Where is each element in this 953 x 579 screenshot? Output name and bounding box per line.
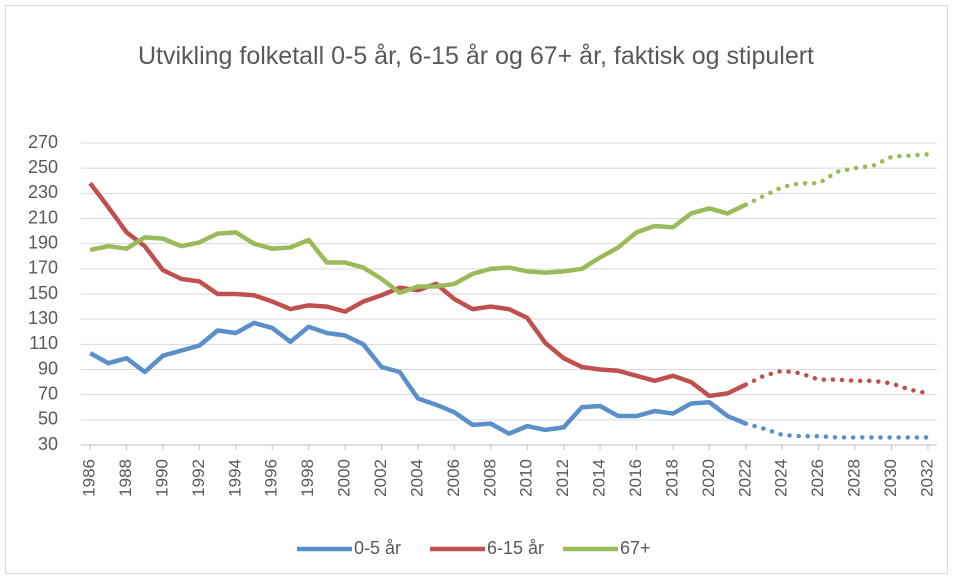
x-tick-label: 2002 xyxy=(371,459,390,497)
y-tick-label: 230 xyxy=(28,182,58,202)
y-tick-label: 90 xyxy=(38,358,58,378)
x-tick-label: 2006 xyxy=(444,459,463,497)
x-tick-label: 1994 xyxy=(225,459,244,497)
y-tick-label: 190 xyxy=(28,232,58,252)
legend-label: 6-15 år xyxy=(487,538,544,558)
series-line xyxy=(89,202,747,295)
x-tick-label: 2012 xyxy=(553,459,572,497)
x-tick-label: 1998 xyxy=(298,459,317,497)
x-tick-label: 1988 xyxy=(116,459,135,497)
series-line xyxy=(89,320,747,436)
y-tick-label: 150 xyxy=(28,283,58,303)
series-line-projected xyxy=(743,368,931,396)
x-tick-label: 2020 xyxy=(699,459,718,497)
series-line-projected xyxy=(743,421,931,440)
y-tick-label: 70 xyxy=(38,383,58,403)
x-tick-label: 1990 xyxy=(152,459,171,497)
x-tick-label: 1986 xyxy=(80,459,99,497)
y-tick-label: 210 xyxy=(28,207,58,227)
y-tick-label: 110 xyxy=(29,333,58,353)
chart-border xyxy=(5,5,948,574)
x-tick-label: 2018 xyxy=(662,459,681,497)
x-tick-label: 2032 xyxy=(917,459,936,497)
x-tick-label: 2030 xyxy=(881,459,900,497)
y-tick-label: 130 xyxy=(28,308,58,328)
y-tick-label: 270 xyxy=(28,132,58,152)
x-tick-label: 2022 xyxy=(735,459,754,497)
x-tick-label: 1996 xyxy=(262,459,281,497)
series-line-projected xyxy=(743,152,931,207)
y-tick-label: 50 xyxy=(38,409,58,429)
x-tick-label: 2028 xyxy=(845,459,864,497)
y-tick-label: 170 xyxy=(28,258,58,278)
x-tick-label: 2000 xyxy=(335,459,354,497)
legend-label: 0-5 år xyxy=(354,538,401,558)
x-tick-label: 2016 xyxy=(626,459,645,497)
x-tick-label: 2010 xyxy=(517,459,536,497)
x-tick-label: 2014 xyxy=(590,459,609,497)
y-tick-label: 250 xyxy=(28,157,58,177)
x-tick-label: 2004 xyxy=(407,459,426,497)
legend-label: 67+ xyxy=(620,538,651,558)
x-tick-label: 1992 xyxy=(189,459,208,497)
x-tick-label: 2024 xyxy=(772,459,791,497)
x-tick-label: 2008 xyxy=(480,459,499,497)
series-line xyxy=(88,181,747,399)
y-tick-label: 30 xyxy=(38,434,58,454)
chart-title: Utvikling folketall 0-5 år, 6-15 år og 6… xyxy=(137,42,815,70)
x-tick-label: 2026 xyxy=(808,459,827,497)
